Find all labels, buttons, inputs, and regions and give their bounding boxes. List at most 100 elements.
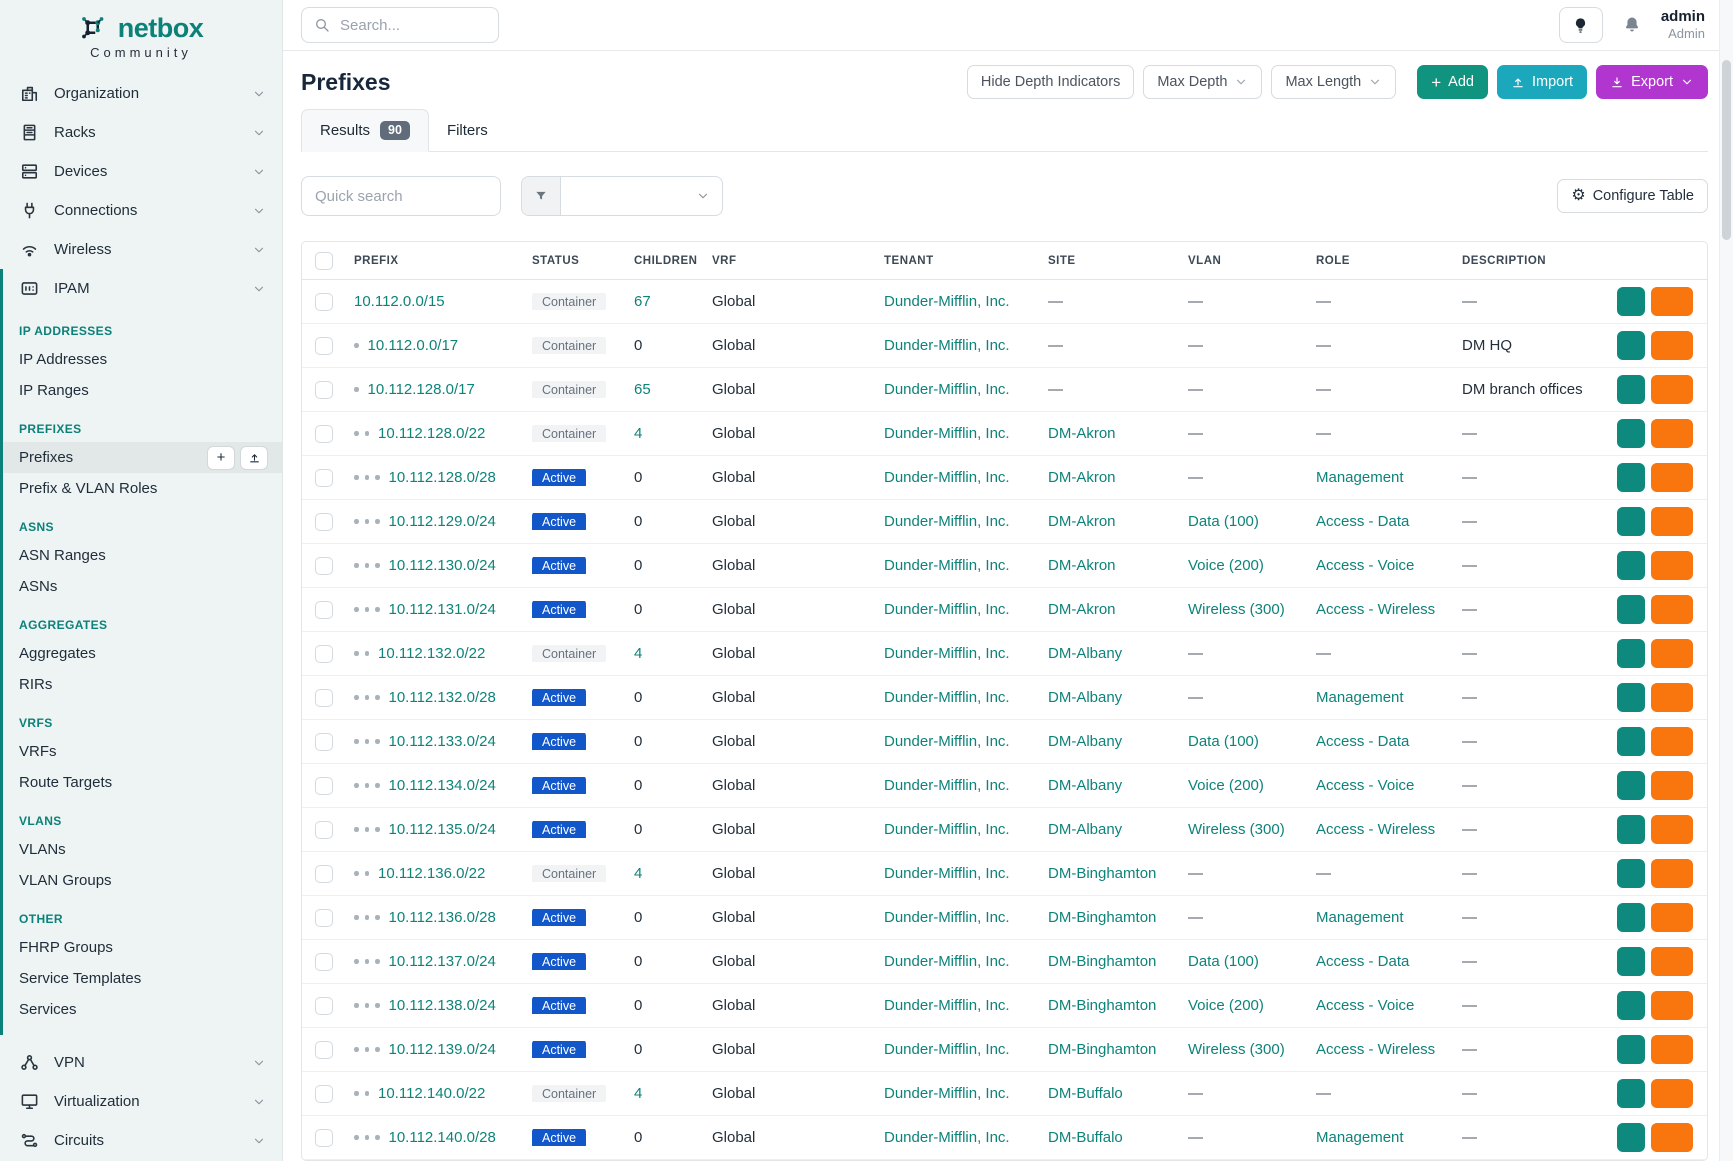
- sidebar-item-circuits[interactable]: Circuits: [0, 1121, 282, 1160]
- edit-button[interactable]: [1650, 727, 1693, 756]
- prefix-link[interactable]: 10.112.128.0/22: [378, 425, 486, 442]
- copy-button[interactable]: [1617, 287, 1645, 316]
- prefix-link[interactable]: 10.112.139.0/24: [388, 1041, 496, 1058]
- site-link[interactable]: DM-Buffalo: [1048, 1085, 1123, 1102]
- vlan-link[interactable]: Data (100): [1188, 513, 1259, 530]
- sidebar-item-racks[interactable]: Racks: [0, 113, 282, 152]
- notifications-bell-icon[interactable]: [1622, 15, 1642, 35]
- children-link[interactable]: 4: [634, 425, 643, 442]
- tenant-link[interactable]: Dunder-Mifflin, Inc.: [884, 777, 1010, 794]
- sidebar-item-prefix-vlan-roles[interactable]: Prefix & VLAN Roles: [19, 480, 158, 497]
- column-header-status[interactable]: Status: [532, 254, 580, 267]
- page-scrollbar[interactable]: [1719, 0, 1733, 1161]
- row-checkbox[interactable]: [315, 1040, 333, 1059]
- row-checkbox[interactable]: [315, 380, 333, 399]
- copy-button[interactable]: [1617, 1123, 1645, 1152]
- site-link[interactable]: DM-Binghamton: [1048, 909, 1157, 926]
- row-checkbox[interactable]: [315, 1128, 333, 1147]
- row-checkbox[interactable]: [315, 556, 333, 575]
- tenant-link[interactable]: Dunder-Mifflin, Inc.: [884, 425, 1010, 442]
- role-link[interactable]: Management: [1316, 1129, 1404, 1146]
- copy-button[interactable]: [1617, 639, 1645, 668]
- edit-button[interactable]: [1650, 463, 1693, 492]
- column-header-vrf[interactable]: VRF: [712, 254, 737, 267]
- sidebar-item-ip-ranges[interactable]: IP Ranges: [19, 382, 89, 399]
- vlan-link[interactable]: Voice (200): [1188, 997, 1264, 1014]
- sidebar-item-service-templates[interactable]: Service Templates: [19, 970, 142, 987]
- site-link[interactable]: DM-Albany: [1048, 689, 1123, 706]
- site-link[interactable]: DM-Binghamton: [1048, 1041, 1157, 1058]
- tenant-link[interactable]: Dunder-Mifflin, Inc.: [884, 821, 1010, 838]
- sidebar-item-vlans[interactable]: VLANs: [19, 841, 66, 858]
- row-checkbox[interactable]: [315, 820, 333, 839]
- role-link[interactable]: Access - Wireless: [1316, 821, 1436, 838]
- tenant-link[interactable]: Dunder-Mifflin, Inc.: [884, 557, 1010, 574]
- vlan-link[interactable]: Wireless (300): [1188, 821, 1285, 838]
- row-checkbox[interactable]: [315, 996, 333, 1015]
- row-checkbox[interactable]: [315, 1084, 333, 1103]
- sidebar-item-virtualization[interactable]: Virtualization: [0, 1082, 282, 1121]
- copy-button[interactable]: [1617, 903, 1645, 932]
- theme-toggle-button[interactable]: [1558, 7, 1603, 43]
- prefix-link[interactable]: 10.112.130.0/24: [388, 557, 496, 574]
- copy-button[interactable]: [1617, 815, 1645, 844]
- tenant-link[interactable]: Dunder-Mifflin, Inc.: [884, 1085, 1010, 1102]
- row-checkbox[interactable]: [315, 512, 333, 531]
- copy-button[interactable]: [1617, 947, 1645, 976]
- quick-import-button[interactable]: [240, 445, 268, 470]
- row-checkbox[interactable]: [315, 468, 333, 487]
- row-checkbox[interactable]: [315, 644, 333, 663]
- saved-filter-select[interactable]: [521, 176, 723, 216]
- quick-search-input[interactable]: [301, 176, 501, 216]
- role-link[interactable]: Access - Voice: [1316, 557, 1415, 574]
- prefix-link[interactable]: 10.112.135.0/24: [388, 821, 496, 838]
- global-search[interactable]: [301, 7, 499, 43]
- max-depth-dropdown[interactable]: Max Depth: [1143, 65, 1263, 99]
- row-checkbox[interactable]: [315, 864, 333, 883]
- tenant-link[interactable]: Dunder-Mifflin, Inc.: [884, 953, 1010, 970]
- column-header-vlan[interactable]: VLAN: [1188, 254, 1222, 267]
- prefix-link[interactable]: 10.112.0.0/15: [354, 293, 445, 310]
- edit-button[interactable]: [1650, 507, 1693, 536]
- site-link[interactable]: DM-Akron: [1048, 513, 1116, 530]
- prefix-link[interactable]: 10.112.132.0/22: [378, 645, 486, 662]
- edit-button[interactable]: [1650, 771, 1693, 800]
- role-link[interactable]: Management: [1316, 689, 1404, 706]
- row-checkbox[interactable]: [315, 952, 333, 971]
- role-link[interactable]: Access - Voice: [1316, 777, 1415, 794]
- row-checkbox[interactable]: [315, 732, 333, 751]
- tenant-link[interactable]: Dunder-Mifflin, Inc.: [884, 645, 1010, 662]
- copy-button[interactable]: [1617, 727, 1645, 756]
- children-link[interactable]: 67: [634, 293, 651, 310]
- column-header-role[interactable]: Role: [1316, 254, 1350, 267]
- site-link[interactable]: DM-Albany: [1048, 821, 1123, 838]
- edit-button[interactable]: [1650, 1079, 1693, 1108]
- column-header-tenant[interactable]: Tenant: [884, 254, 934, 267]
- hide-depth-indicators-button[interactable]: Hide Depth Indicators: [966, 65, 1135, 99]
- copy-button[interactable]: [1617, 375, 1645, 404]
- children-link[interactable]: 4: [634, 865, 643, 882]
- sidebar-item-wireless[interactable]: Wireless: [0, 230, 282, 269]
- copy-button[interactable]: [1617, 771, 1645, 800]
- tenant-link[interactable]: Dunder-Mifflin, Inc.: [884, 909, 1010, 926]
- tenant-link[interactable]: Dunder-Mifflin, Inc.: [884, 601, 1010, 618]
- copy-button[interactable]: [1617, 1035, 1645, 1064]
- children-link[interactable]: 4: [634, 1085, 643, 1102]
- edit-button[interactable]: [1650, 595, 1693, 624]
- user-menu[interactable]: admin Admin: [1661, 8, 1705, 42]
- prefix-link[interactable]: 10.112.140.0/22: [378, 1085, 486, 1102]
- tenant-link[interactable]: Dunder-Mifflin, Inc.: [884, 337, 1010, 354]
- tenant-link[interactable]: Dunder-Mifflin, Inc.: [884, 997, 1010, 1014]
- scrollbar-thumb[interactable]: [1722, 60, 1731, 240]
- children-link[interactable]: 65: [634, 381, 651, 398]
- role-link[interactable]: Access - Voice: [1316, 997, 1415, 1014]
- role-link[interactable]: Management: [1316, 469, 1404, 486]
- site-link[interactable]: DM-Binghamton: [1048, 953, 1157, 970]
- sidebar-item-route-targets[interactable]: Route Targets: [19, 774, 113, 791]
- prefix-link[interactable]: 10.112.128.0/17: [367, 381, 475, 398]
- copy-button[interactable]: [1617, 991, 1645, 1020]
- select-all-checkbox[interactable]: [315, 251, 333, 270]
- role-link[interactable]: Access - Wireless: [1316, 1041, 1436, 1058]
- edit-button[interactable]: [1650, 551, 1693, 580]
- add-button[interactable]: + Add: [1417, 65, 1488, 99]
